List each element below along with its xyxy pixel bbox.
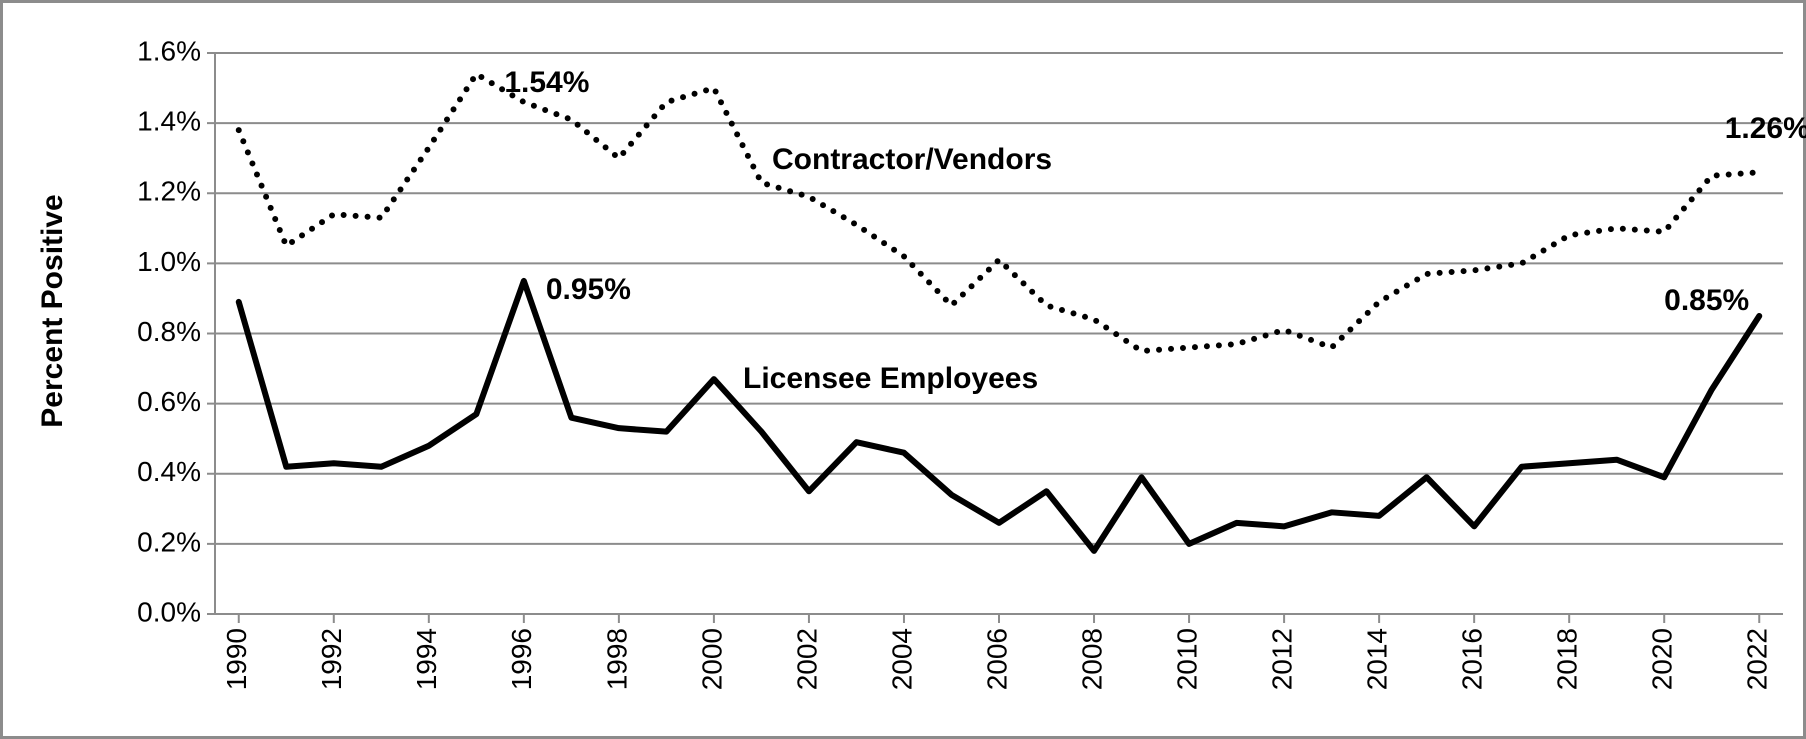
x-tick-label: 2020 xyxy=(1647,628,1678,690)
series-label: Licensee Employees xyxy=(743,362,1038,395)
x-tick-label: 1994 xyxy=(411,628,442,690)
y-axis-title: Percent Positive xyxy=(36,194,69,427)
data-label: 0.95% xyxy=(546,273,631,306)
x-tick-label: 2006 xyxy=(981,628,1012,690)
x-tick-label: 1998 xyxy=(601,628,632,690)
data-label: 1.54% xyxy=(504,66,589,99)
x-tick-label: 2008 xyxy=(1076,628,1107,690)
y-tick-label: 1.6% xyxy=(137,35,201,66)
y-tick-label: 1.2% xyxy=(137,176,201,207)
x-tick-label: 2012 xyxy=(1266,628,1297,690)
data-label: 1.26% xyxy=(1725,112,1806,145)
x-tick-label: 1990 xyxy=(221,628,252,690)
series-label: Contractor/Vendors xyxy=(772,143,1052,176)
x-tick-label: 2000 xyxy=(696,628,727,690)
x-tick-label: 1992 xyxy=(316,628,347,690)
y-tick-label: 1.4% xyxy=(137,106,201,137)
x-tick-label: 2004 xyxy=(886,628,917,690)
x-tick-label: 2016 xyxy=(1457,628,1488,690)
x-tick-label: 1996 xyxy=(506,628,537,690)
y-tick-label: 0.4% xyxy=(137,456,201,487)
series-line xyxy=(235,71,1763,355)
x-tick-label: 2002 xyxy=(791,628,822,690)
data-label: 0.85% xyxy=(1664,284,1749,317)
x-tick-label: 2022 xyxy=(1742,628,1773,690)
y-tick-label: 0.8% xyxy=(137,316,201,347)
x-tick-label: 2014 xyxy=(1362,628,1393,690)
y-tick-label: 0.6% xyxy=(137,386,201,417)
y-tick-label: 1.0% xyxy=(137,246,201,277)
x-tick-label: 2018 xyxy=(1552,628,1583,690)
x-tick-label: 2010 xyxy=(1171,628,1202,690)
y-tick-label: 0.0% xyxy=(137,596,201,627)
y-tick-label: 0.2% xyxy=(137,526,201,557)
series-line xyxy=(235,277,1763,554)
